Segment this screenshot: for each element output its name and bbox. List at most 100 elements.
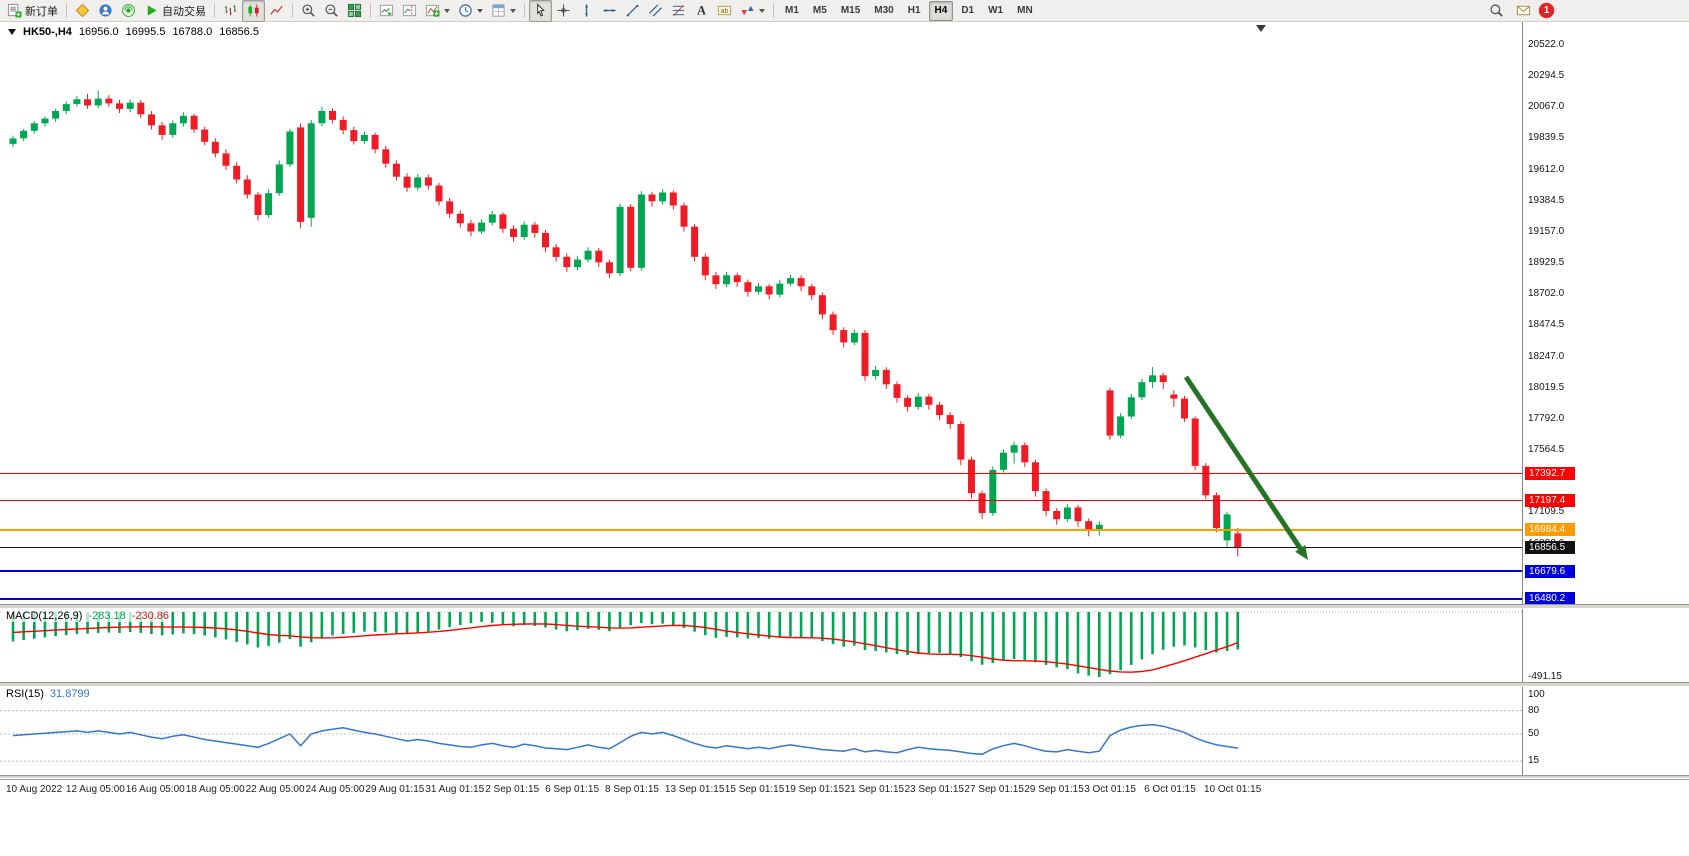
toolbar-separator	[292, 3, 293, 18]
candlestick-icon	[246, 3, 261, 18]
chart-menu-icon[interactable]	[8, 29, 16, 35]
fibonacci-icon	[671, 3, 686, 18]
tf-m1-button[interactable]: M1	[785, 4, 799, 16]
rsi-pane[interactable]: RSI(15) 31.8799	[0, 687, 1522, 775]
trendline-icon	[625, 3, 640, 18]
trendline-button[interactable]	[621, 0, 644, 22]
periods-button[interactable]	[454, 0, 487, 22]
templates-icon	[491, 3, 506, 18]
chart-shift-marker[interactable]	[1256, 25, 1266, 32]
tf-m15-button[interactable]: M15	[840, 4, 861, 16]
toolbar-separator	[66, 3, 67, 18]
channel-button[interactable]	[644, 0, 667, 22]
horizontal-level-line[interactable]	[0, 499, 1522, 501]
horizontal-level-line[interactable]	[0, 546, 1522, 548]
notification-badge[interactable]: 1	[1539, 3, 1554, 18]
mail-button[interactable]	[1512, 0, 1535, 22]
tf-h1-button[interactable]: H1	[907, 4, 921, 16]
pane-splitter[interactable]	[0, 775, 1689, 779]
clock-icon	[458, 3, 473, 18]
templates-button[interactable]	[487, 0, 520, 22]
rsi-chart[interactable]	[0, 687, 1522, 775]
price-axis[interactable]: 20522.0 20294.5 20067.0 19839.5 19612.0 19384…	[1522, 22, 1689, 606]
rsi-name: RSI(15)	[6, 688, 44, 700]
time-axis-label: 3 Oct 01:15	[1084, 784, 1136, 795]
horizontal-line-button[interactable]	[598, 0, 621, 22]
search-button[interactable]	[1485, 0, 1508, 22]
tile-windows-button[interactable]	[343, 0, 366, 22]
macd-chart[interactable]	[0, 609, 1522, 682]
chevron-down-icon	[477, 8, 483, 13]
horizontal-level-line[interactable]	[0, 528, 1522, 531]
text-label-button[interactable]: ab	[713, 0, 736, 22]
time-axis-label: 12 Aug 05:00	[65, 784, 125, 795]
text-label-icon: ab	[717, 3, 732, 18]
zoom-out-button[interactable]	[320, 0, 343, 22]
price-axis-label: 20294.5	[1528, 70, 1565, 82]
fibonacci-button[interactable]	[667, 0, 690, 22]
text-button[interactable]: A	[690, 0, 713, 22]
crosshair-button[interactable]	[552, 0, 575, 22]
horizontal-level-line[interactable]	[0, 570, 1522, 573]
time-axis-label: 23 Sep 01:15	[904, 784, 965, 795]
chart-title: HK50-,H4 16956.0 16995.5 16788.0 16856.5	[6, 26, 261, 38]
macd-axis[interactable]: -491.15	[1522, 609, 1689, 682]
pane-splitter[interactable]	[0, 604, 1689, 609]
vertical-line-button[interactable]	[575, 0, 598, 22]
toolbar-separator	[524, 3, 525, 18]
bar-chart-button[interactable]	[219, 0, 242, 22]
price-axis-label: 17109.5	[1528, 506, 1565, 518]
price-axis-label: 19384.5	[1528, 194, 1565, 206]
indicators-icon	[425, 3, 440, 18]
chart-window: HK50-,H4 16956.0 16995.5 16788.0 16856.5…	[0, 22, 1689, 856]
pane-splitter[interactable]	[0, 682, 1689, 687]
chevron-down-icon	[444, 8, 450, 13]
tf-d1-button[interactable]: D1	[961, 4, 975, 16]
new-order-button[interactable]: 新订单	[3, 0, 62, 22]
tf-mn-button[interactable]: MN	[1017, 4, 1033, 16]
line-chart-icon	[269, 3, 284, 18]
indicators-button[interactable]	[421, 0, 454, 22]
tf-m5-button[interactable]: M5	[812, 4, 827, 16]
tf-h4-button[interactable]: H4	[928, 0, 954, 21]
svg-text:ab: ab	[721, 8, 729, 15]
time-axis-label: 31 Aug 01:15	[425, 784, 485, 795]
macd-main-value: -283.18	[88, 610, 126, 622]
rsi-axis[interactable]: 100 80 50 15	[1522, 687, 1689, 775]
horizontal-level-line[interactable]	[0, 473, 1522, 475]
price-axis-label: 19157.0	[1528, 225, 1565, 237]
arrows-button[interactable]	[736, 0, 769, 22]
line-chart-button[interactable]	[265, 0, 288, 22]
tf-m30-button[interactable]: M30	[874, 4, 894, 16]
toolbar-right-cluster: 1	[1485, 0, 1554, 22]
rsi-axis-label: 80	[1528, 704, 1540, 716]
time-axis-label: 2 Sep 01:15	[485, 784, 540, 795]
community-button[interactable]	[94, 0, 117, 22]
zoom-in-button[interactable]	[297, 0, 320, 22]
candlestick-button[interactable]	[242, 0, 265, 22]
macd-axis-min: -491.15	[1528, 671, 1562, 682]
search-icon	[1489, 3, 1504, 18]
macd-pane[interactable]: MACD(12,26,9) -283.18 -230.86	[0, 609, 1522, 682]
time-axis[interactable]: 10 Aug 2022 12 Aug 05:00 16 Aug 05:00 18 Au…	[0, 779, 1689, 802]
signals-button[interactable]	[117, 0, 140, 22]
autotrading-button[interactable]: 自动交易	[140, 0, 210, 22]
chart-shift-button[interactable]	[398, 0, 421, 22]
svg-text:A: A	[697, 4, 706, 18]
text-icon: A	[694, 3, 709, 18]
price-chart-pane[interactable]: HK50-,H4 16956.0 16995.5 16788.0 16856.5	[0, 22, 1522, 604]
tf-w1-button[interactable]: W1	[988, 4, 1004, 16]
auto-scroll-button[interactable]	[375, 0, 398, 22]
chevron-down-icon	[510, 8, 516, 13]
price-level-badge: 16480.2	[1525, 592, 1575, 606]
hline-icon	[602, 3, 617, 18]
toolbar-separator	[214, 3, 215, 18]
metaeditor-button[interactable]	[71, 0, 94, 22]
candlestick-chart[interactable]	[0, 22, 1522, 604]
community-icon	[98, 3, 113, 18]
cursor-button[interactable]	[529, 0, 552, 22]
time-axis-label: 24 Aug 05:00	[305, 784, 365, 795]
auto-scroll-icon	[379, 3, 394, 18]
horizontal-level-line[interactable]	[0, 597, 1522, 600]
metaeditor-icon	[75, 3, 90, 18]
